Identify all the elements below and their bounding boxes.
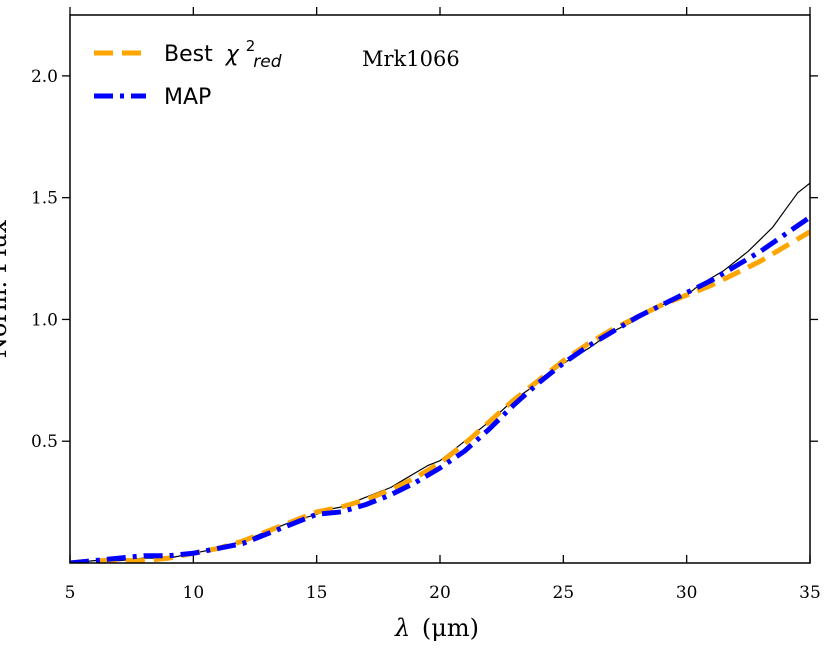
legend: Best χ 2 red MAP <box>94 32 282 110</box>
x-axis-title: λ (μm) <box>394 614 479 642</box>
x-tick-label: 10 <box>183 583 205 603</box>
series-line-best-red <box>70 229 810 563</box>
ticks-layer: 5 10 15 20 25 30 35 0.5 1.0 1.5 2.0 <box>31 7 821 603</box>
x-tick-label: 30 <box>676 583 698 603</box>
legend-chi-subscript: red <box>253 52 281 72</box>
series-line-map <box>70 215 810 563</box>
annotation-label: Mrk1066 <box>362 47 460 71</box>
x-tick-label: 35 <box>799 583 821 603</box>
legend-best-word: Best <box>164 42 213 67</box>
legend-chi-symbol: χ <box>225 42 240 67</box>
y-tick-label: 1.0 <box>31 310 58 330</box>
x-axis-symbol: λ <box>394 614 410 642</box>
y-tick-label: 2.0 <box>31 67 58 87</box>
x-tick-label: 20 <box>429 583 451 603</box>
y-tick-label: 0.5 <box>31 432 58 452</box>
y-axis-title: Norm. Flux <box>0 219 12 358</box>
x-tick-label: 15 <box>306 583 328 603</box>
y-tick-label: 1.5 <box>31 189 58 209</box>
legend-label-map: MAP <box>164 85 211 110</box>
x-tick-label: 25 <box>553 583 575 603</box>
series-layer <box>70 182 810 563</box>
plot-frame <box>69 14 811 564</box>
x-tick-label: 5 <box>65 583 76 603</box>
legend-label-best-chi2: Best χ 2 red <box>164 32 282 72</box>
x-axis-unit: (μm) <box>422 614 479 642</box>
series-line-observed <box>70 182 810 563</box>
legend-chi-superscript: 2 <box>246 37 256 55</box>
